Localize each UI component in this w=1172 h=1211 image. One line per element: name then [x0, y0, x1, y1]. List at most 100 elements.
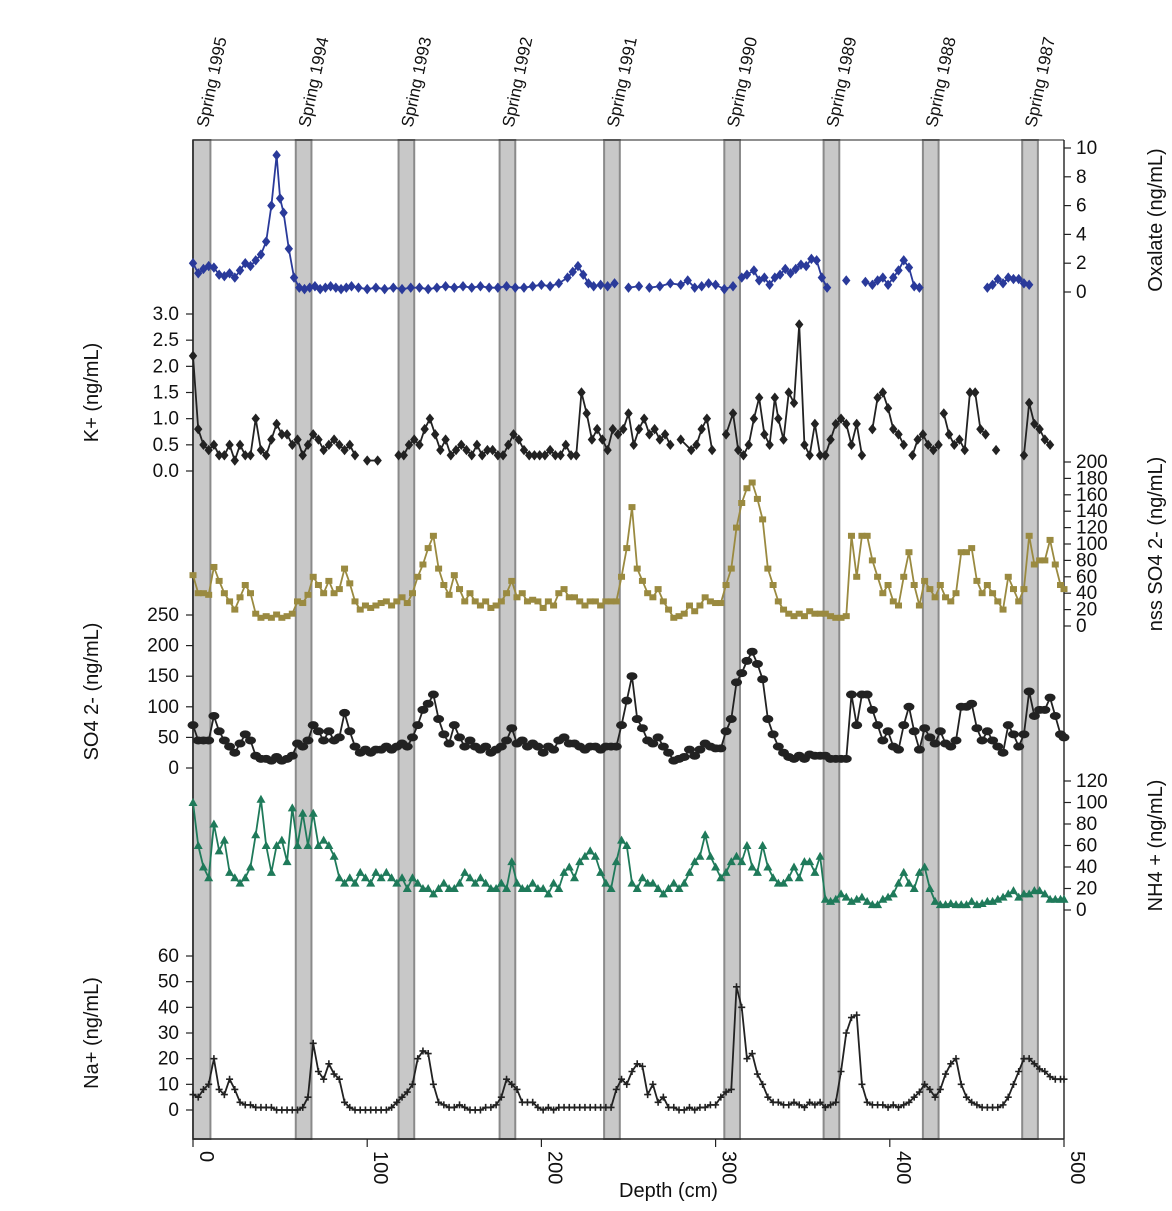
panel-sodium: 0 10 20 30 40 50 60 Na+ (ng/mL)	[81, 946, 1068, 1121]
data-point	[335, 439, 344, 451]
series-nss-sulfate	[189, 479, 1068, 621]
data-point	[988, 896, 998, 905]
data-point	[513, 594, 521, 601]
data-point	[298, 808, 308, 817]
data-point	[1030, 561, 1038, 568]
data-point	[462, 444, 471, 456]
data-point	[790, 613, 798, 620]
data-point	[992, 742, 1004, 751]
data-point	[649, 1080, 657, 1088]
data-point	[319, 835, 329, 844]
data-point	[619, 423, 628, 435]
data-point	[397, 283, 407, 295]
data-point	[973, 1101, 981, 1109]
data-point	[509, 429, 518, 440]
y-tick-label: 6	[1076, 196, 1087, 217]
data-point	[235, 439, 245, 451]
data-point	[487, 604, 495, 611]
data-point	[967, 896, 977, 905]
data-point	[795, 319, 804, 330]
data-point	[508, 577, 516, 584]
data-point	[448, 721, 460, 730]
data-point	[1046, 536, 1054, 543]
data-point	[632, 884, 642, 892]
data-point	[659, 598, 667, 605]
data-point	[883, 403, 893, 414]
data-point	[748, 1050, 756, 1058]
data-point	[335, 586, 343, 593]
data-point	[246, 260, 255, 272]
data-point	[742, 269, 752, 280]
data-point	[350, 450, 360, 461]
data-point	[998, 278, 1008, 289]
data-point	[565, 594, 573, 601]
data-point	[512, 878, 522, 887]
y-tick-label: 20	[1076, 600, 1097, 621]
data-point	[398, 1093, 406, 1101]
data-point	[573, 260, 583, 272]
data-point	[401, 742, 413, 751]
data-point	[537, 748, 549, 757]
data-point	[789, 397, 799, 409]
data-point	[905, 1098, 913, 1106]
data-point	[205, 1080, 213, 1088]
data-point	[861, 276, 870, 288]
series-sulfate	[187, 647, 1070, 765]
data-point	[329, 851, 339, 860]
x-tick-label: 200	[543, 1151, 565, 1184]
data-point	[684, 867, 694, 876]
data-point	[229, 748, 241, 757]
data-point	[514, 434, 523, 445]
data-point	[999, 1101, 1007, 1109]
data-point	[836, 889, 846, 898]
data-point	[246, 590, 254, 597]
data-point	[733, 983, 741, 991]
data-point	[226, 1075, 234, 1083]
data-point	[412, 721, 424, 730]
data-point	[884, 582, 892, 588]
data-point	[438, 730, 450, 739]
data-point	[482, 598, 490, 605]
data-point	[1014, 273, 1023, 285]
data-point	[497, 598, 505, 605]
data-point	[267, 200, 276, 211]
data-point	[436, 444, 445, 456]
y-tick-label: 4	[1076, 224, 1087, 245]
data-point	[654, 586, 662, 593]
data-point	[831, 418, 840, 430]
data-point	[721, 867, 731, 876]
data-point	[1018, 730, 1030, 739]
data-point	[873, 275, 882, 286]
data-point	[913, 745, 925, 754]
data-point	[970, 387, 980, 398]
data-point	[816, 610, 824, 617]
data-point	[785, 610, 793, 617]
data-point	[256, 444, 266, 456]
data-point	[341, 565, 349, 572]
data-point	[440, 1101, 448, 1109]
y-tick-label: 40	[158, 997, 179, 1018]
data-point	[816, 1098, 824, 1106]
data-point	[993, 273, 1003, 285]
data-point	[422, 699, 434, 708]
data-point	[570, 594, 578, 601]
data-point	[428, 889, 438, 898]
data-point	[694, 745, 706, 754]
data-point	[272, 150, 281, 161]
data-point	[424, 1050, 432, 1058]
data-point	[705, 851, 715, 860]
y-tick-label: 20	[1076, 879, 1097, 900]
data-point	[314, 1068, 322, 1075]
data-point	[466, 590, 474, 597]
data-point	[737, 272, 746, 283]
data-point	[999, 606, 1007, 613]
data-point	[774, 413, 783, 424]
data-point	[330, 590, 338, 597]
data-point	[251, 830, 261, 839]
data-point	[484, 282, 494, 293]
y-tick-label: 0	[1076, 282, 1087, 303]
data-point	[1003, 889, 1013, 898]
data-point	[942, 1070, 950, 1078]
data-point	[1007, 730, 1019, 739]
data-point	[441, 281, 450, 292]
